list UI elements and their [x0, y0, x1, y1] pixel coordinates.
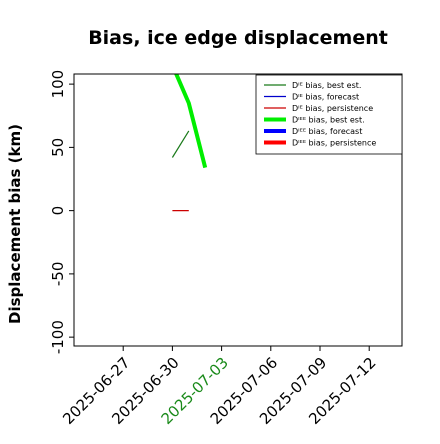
series-layer: [171, 74, 208, 212]
y-tick-label: 0: [49, 206, 67, 216]
plot-area-frame: [73, 73, 403, 347]
legend: Dᴵᴱ bias, best est. Dᴵᴱ bias, forecast Dᴵᴱ…: [255, 74, 403, 155]
legend-label: Dᴵᴱ bias, best est.: [292, 81, 361, 90]
series-line: [174, 74, 208, 169]
y-tick-label: -50: [49, 262, 67, 287]
legend-label: Dᴵᴱᴱ bias, best est.: [292, 116, 365, 125]
y-axis: -100 -50 0 50 100: [49, 70, 74, 354]
legend-label: Dᴵᴱ bias, persistence: [292, 104, 373, 113]
x-axis: 2025-06-272025-06-302025-07-032025-07-06…: [59, 346, 380, 428]
y-tick-label: -100: [49, 320, 67, 354]
legend-label: Dᴵᴱᴱ bias, forecast: [292, 127, 362, 136]
series-line: [171, 130, 190, 158]
y-axis-label: Displacement bias (km): [6, 124, 24, 324]
legend-label: Dᴵᴱ bias, forecast: [292, 93, 359, 102]
y-tick-label: 50: [49, 138, 67, 157]
chart-title: Bias, ice edge displacement: [88, 27, 388, 49]
y-tick-label: 100: [49, 70, 67, 99]
legend-label: Dᴵᴱᴱ bias, persistence: [292, 139, 376, 148]
